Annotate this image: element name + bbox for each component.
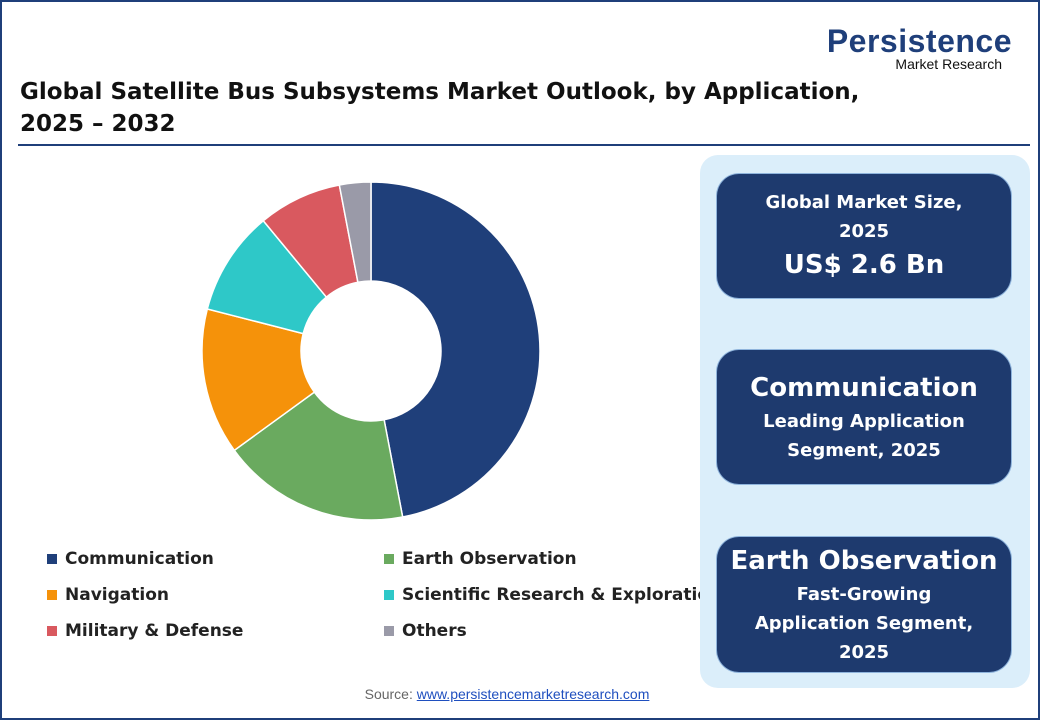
card-caption: Global Market Size, 2025 <box>765 192 963 242</box>
legend-label: Military & Defense <box>65 621 244 641</box>
market-size-card: Global Market Size, 2025 US$ 2.6 Bn <box>717 174 1011 298</box>
legend-item: Scientific Research & Exploration <box>384 585 721 605</box>
legend-swatch <box>384 626 394 636</box>
donut-chart <box>201 181 541 521</box>
card-headline: Communication <box>750 373 978 403</box>
card-caption: Leading Application Segment, 2025 <box>763 411 965 461</box>
title-rule <box>18 144 1030 146</box>
legend-swatch <box>384 590 394 600</box>
highlight-panel: Global Market Size, 2025 US$ 2.6 Bn Comm… <box>700 155 1030 688</box>
legend-swatch <box>47 626 57 636</box>
legend-swatch <box>47 554 57 564</box>
legend-label: Communication <box>65 549 214 569</box>
legend-item: Military & Defense <box>47 621 243 641</box>
logo-name: Persistence <box>826 23 1012 59</box>
card-caption: Fast-Growing Application Segment, 2025 <box>754 584 974 663</box>
card-headline: US$ 2.6 Bn <box>783 250 945 280</box>
legend-item: Navigation <box>47 585 169 605</box>
legend-swatch <box>47 590 57 600</box>
donut-slice <box>370 181 541 518</box>
fast-growing-card: Earth Observation Fast-Growing Applicati… <box>717 537 1011 672</box>
donut-slice <box>233 391 404 521</box>
legend-item: Communication <box>47 549 214 569</box>
chart-title: Global Satellite Bus Subsystems Market O… <box>20 79 860 137</box>
source-label: Source: <box>364 686 413 702</box>
logo-tagline: Market Research <box>895 56 1002 72</box>
legend-label: Scientific Research & Exploration <box>402 585 722 605</box>
source-link[interactable]: www.persistencemarketresearch.com <box>416 686 650 702</box>
legend-item: Others <box>384 621 467 641</box>
donut-slice <box>201 308 316 452</box>
donut-slice <box>338 181 372 284</box>
legend-label: Others <box>402 621 467 641</box>
leading-segment-card: Communication Leading Application Segmen… <box>717 350 1011 484</box>
legend-label: Navigation <box>65 585 169 605</box>
legend-label: Earth Observation <box>402 549 577 569</box>
source: Source: www.persistencemarketresearch.co… <box>2 686 1012 702</box>
legend-swatch <box>384 554 394 564</box>
logo: Persistence Market Research <box>826 23 1012 72</box>
legend-item: Earth Observation <box>384 549 577 569</box>
card-headline: Earth Observation <box>730 546 998 576</box>
